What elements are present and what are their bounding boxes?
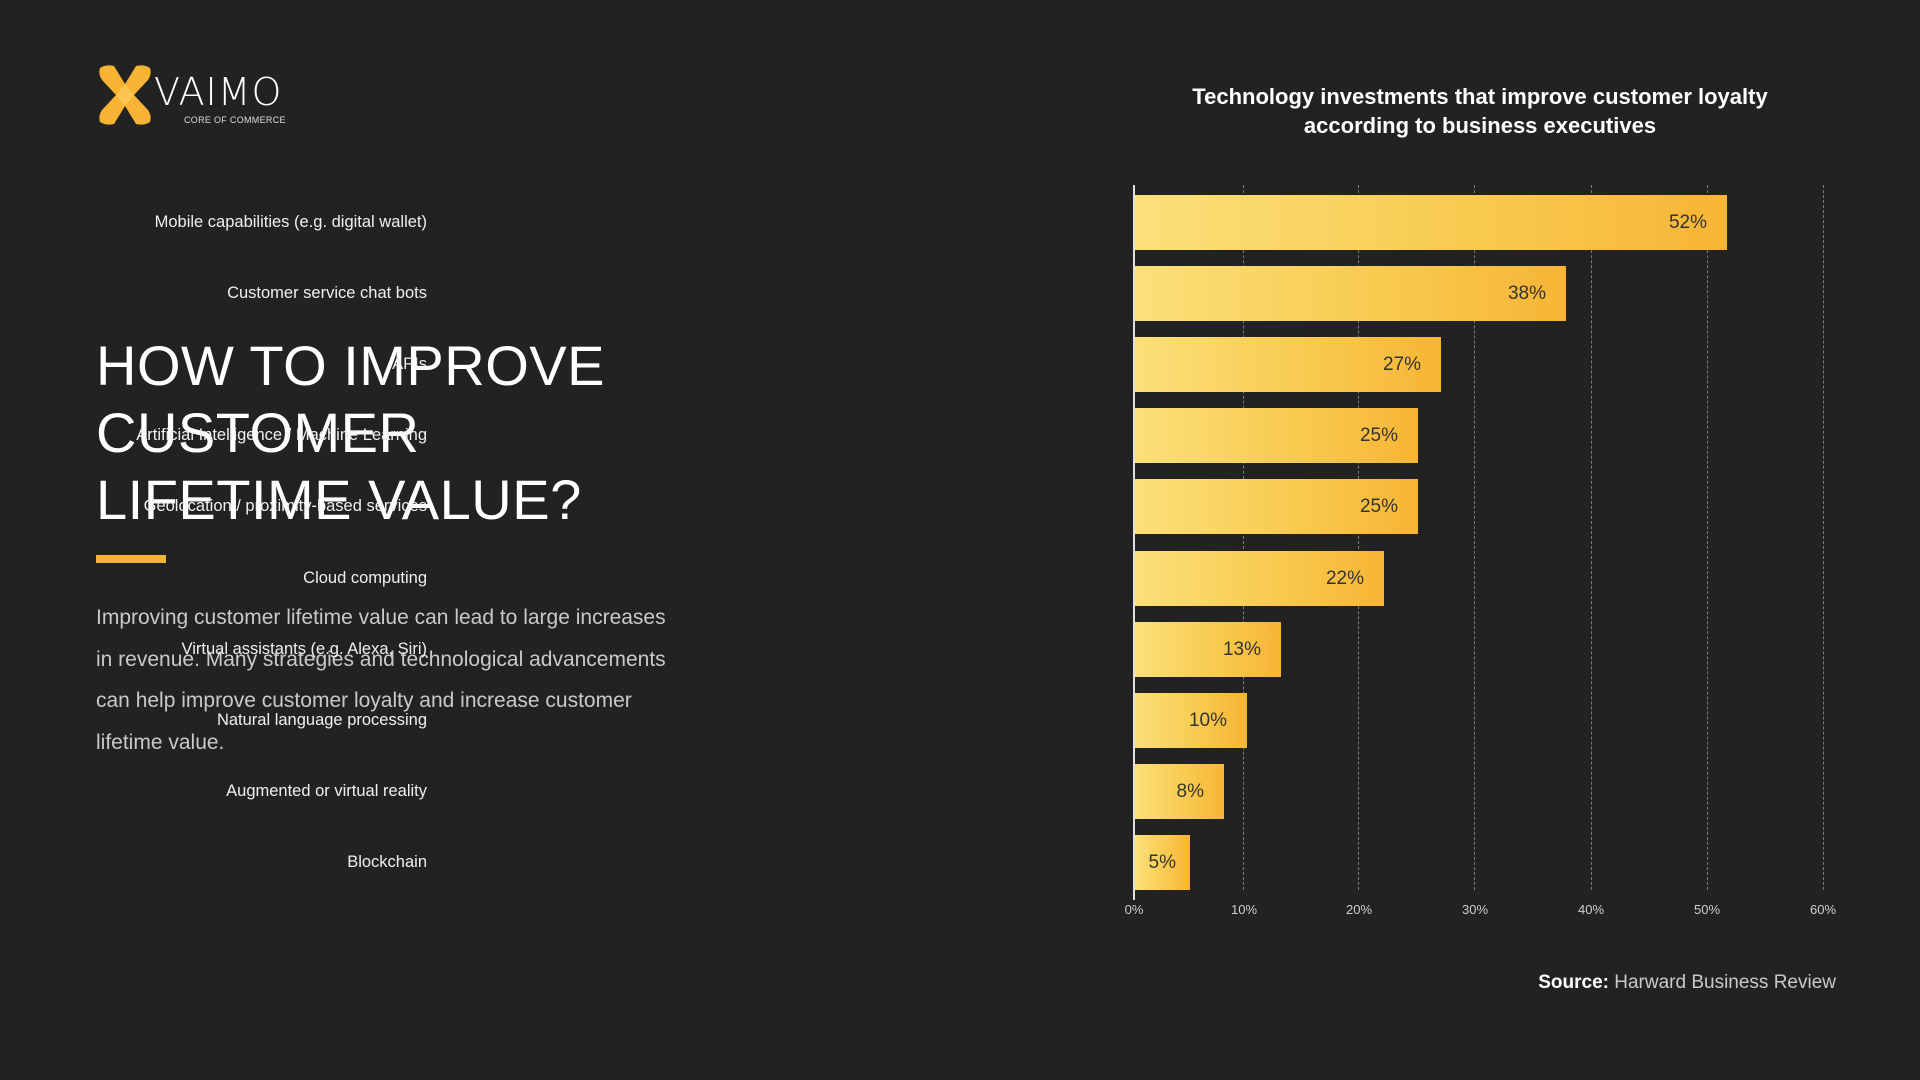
bar-label: Blockchain bbox=[347, 853, 427, 871]
gridline-30 bbox=[1474, 185, 1475, 890]
gridline-20 bbox=[1358, 185, 1359, 890]
bar-label: APIs bbox=[392, 355, 427, 373]
bar-value: 38% bbox=[1507, 283, 1546, 304]
vaimo-x-icon bbox=[99, 65, 151, 125]
x-tick: 60% bbox=[1809, 902, 1837, 917]
headline-line-3: LIFETIME VALUE? bbox=[96, 468, 582, 531]
bar-value: 10% bbox=[1188, 710, 1227, 731]
x-tick: 20% bbox=[1345, 902, 1373, 917]
page-headline: HOW TO IMPROVE CUSTOMER LIFETIME VALUE? bbox=[96, 332, 716, 533]
chart-title-line-2: according to business executives bbox=[1303, 113, 1657, 138]
bar-label: Customer service chat bots bbox=[227, 284, 427, 302]
source-value: Harward Business Review bbox=[1614, 972, 1836, 993]
x-tick: 30% bbox=[1461, 902, 1489, 917]
bar-value: 25% bbox=[1359, 425, 1398, 446]
bar: 5% bbox=[1135, 835, 1190, 890]
gridline-40 bbox=[1591, 185, 1592, 890]
bar: 25% bbox=[1135, 408, 1418, 463]
gridline-10 bbox=[1243, 185, 1244, 890]
bar-value: 5% bbox=[1148, 852, 1176, 873]
bar: 8% bbox=[1135, 764, 1224, 819]
bar: 52% bbox=[1135, 195, 1727, 250]
accent-divider bbox=[96, 555, 166, 563]
x-tick: 10% bbox=[1230, 902, 1258, 917]
source-note: Source: Harward Business Review bbox=[1538, 972, 1836, 994]
bar: 25% bbox=[1135, 479, 1418, 534]
bar-value: 25% bbox=[1359, 496, 1398, 517]
bar: 10% bbox=[1135, 693, 1247, 748]
bar-label: Mobile capabilities (e.g. digital wallet… bbox=[154, 213, 427, 231]
bar-value: 52% bbox=[1668, 212, 1707, 233]
x-tick: 0% bbox=[1124, 902, 1144, 917]
chart-title: Technology investments that improve cust… bbox=[1140, 82, 1820, 140]
source-label: Source: bbox=[1538, 972, 1609, 993]
bar-label: Artificial Intelligence / Machine Learni… bbox=[136, 426, 427, 444]
bar: 22% bbox=[1135, 551, 1384, 606]
bar-label: Augmented or virtual reality bbox=[226, 782, 427, 800]
bar-label: Virtual assistants (e.g. Alexa, Siri) bbox=[181, 640, 427, 658]
bar: 38% bbox=[1135, 266, 1566, 321]
bar-value: 8% bbox=[1176, 781, 1204, 802]
bar: 27% bbox=[1135, 337, 1441, 392]
bar-chart: Mobile capabilities (e.g. digital wallet… bbox=[136, 185, 1824, 900]
bar-label: Cloud computing bbox=[303, 569, 427, 587]
y-axis-line bbox=[1133, 185, 1135, 900]
brand-tagline: CORE OF COMMERCE bbox=[184, 115, 286, 125]
bar-value: 22% bbox=[1325, 568, 1364, 589]
bar: 13% bbox=[1135, 622, 1281, 677]
x-tick: 50% bbox=[1693, 902, 1721, 917]
bar-value: 13% bbox=[1222, 639, 1261, 660]
bar-label: Natural language processing bbox=[216, 711, 427, 729]
intro-paragraph: Improving customer lifetime value can le… bbox=[96, 606, 666, 754]
headline-line-2: CUSTOMER bbox=[96, 401, 420, 464]
bar-label: Geolocation / proximity-based services bbox=[143, 497, 427, 515]
gridline-50 bbox=[1707, 185, 1708, 890]
gridline-60 bbox=[1823, 185, 1824, 890]
x-tick: 40% bbox=[1577, 902, 1605, 917]
vaimo-logo: VAIMO CORE OF COMMERCE bbox=[96, 64, 296, 126]
bar-value: 27% bbox=[1382, 354, 1421, 375]
headline-line-1: HOW TO IMPROVE bbox=[96, 334, 605, 397]
chart-title-line-1: Technology investments that improve cust… bbox=[1192, 84, 1768, 109]
brand-name: VAIMO bbox=[154, 70, 283, 114]
